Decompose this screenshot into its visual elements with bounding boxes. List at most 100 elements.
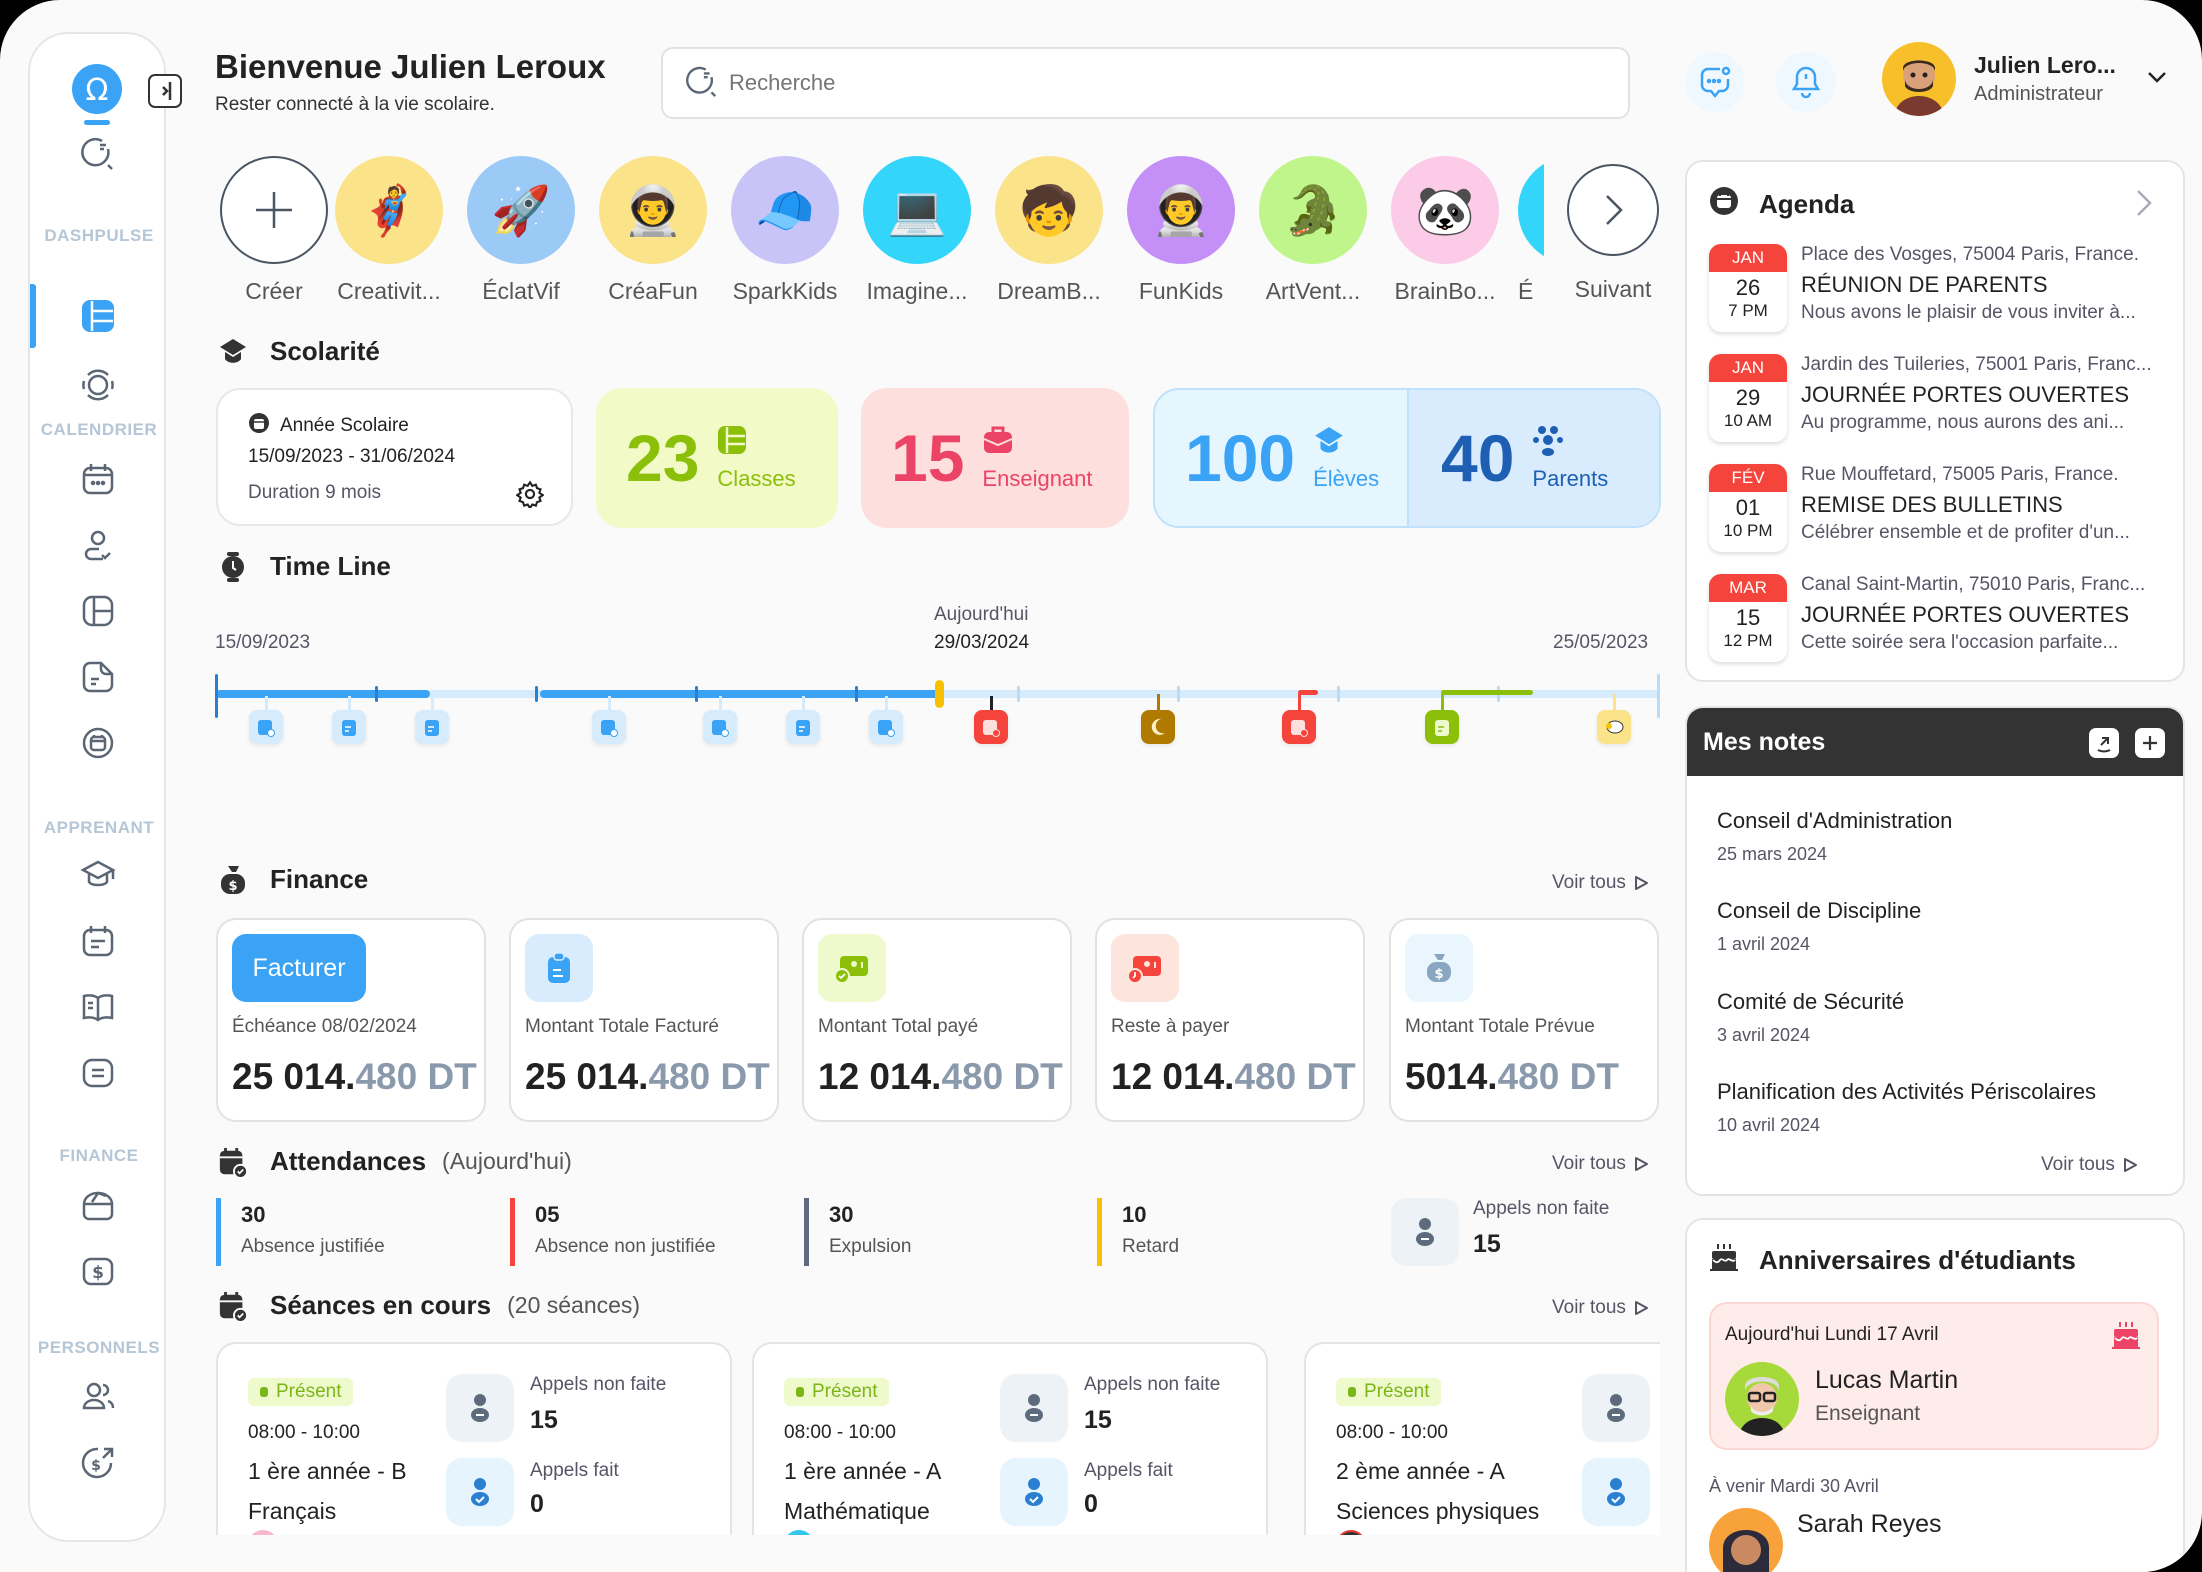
today-birthday-card[interactable]: Aujourd'hui Lundi 17 Avril Lucas Martin … xyxy=(1709,1302,2159,1450)
session-card[interactable]: Présent 08:00 - 10:00 2 ème année - A Sc… xyxy=(1304,1342,1660,1535)
note-title: Planification des Activités Périscolaire… xyxy=(1717,1079,2097,1104)
wallet-icon[interactable] xyxy=(77,1184,119,1226)
seances-voir-tous-link[interactable]: Voir tous xyxy=(1552,1297,1650,1319)
story-item[interactable]: 💻 Imagine... xyxy=(858,156,976,305)
story-item[interactable]: 🦸 Creativit... xyxy=(330,156,448,305)
event-clipboard-icon[interactable] xyxy=(415,710,449,744)
link-label: Voir tous xyxy=(2041,1154,2115,1175)
play-icon xyxy=(1634,1301,1648,1315)
search-icon[interactable] xyxy=(77,132,119,174)
layout-icon[interactable] xyxy=(77,590,119,632)
students-stat[interactable]: 100 Élèves xyxy=(1155,390,1407,526)
session-time: 08:00 - 10:00 xyxy=(248,1422,360,1443)
calendar-icon xyxy=(1709,186,1739,223)
create-story-button[interactable]: Créer xyxy=(215,156,333,305)
sidebar-toggle-button[interactable] xyxy=(148,74,182,108)
finance-voir-tous-link[interactable]: Voir tous xyxy=(1552,872,1650,894)
salary-icon[interactable]: $ xyxy=(77,1442,119,1484)
session-card[interactable]: Présent 08:00 - 10:00 1 ère année - A Ma… xyxy=(752,1342,1268,1535)
chevron-right-icon[interactable] xyxy=(2135,188,2153,223)
list-icon[interactable] xyxy=(77,1052,119,1094)
classes-stat[interactable]: 23 Classes xyxy=(596,388,838,528)
note-item[interactable]: Conseil de Discipline 1 avril 2024 xyxy=(1717,898,1921,955)
schedule-icon[interactable] xyxy=(77,920,119,962)
section-title: Mes notes xyxy=(1703,727,1826,756)
attendance-stat[interactable]: 30 Expulsion xyxy=(804,1198,911,1266)
event-calendar-icon[interactable] xyxy=(974,710,1008,744)
attendances-voir-tous-link[interactable]: Voir tous xyxy=(1552,1153,1650,1175)
event-calendar-icon[interactable] xyxy=(703,710,737,744)
add-note-button[interactable] xyxy=(2135,728,2165,758)
event-calendar-icon[interactable] xyxy=(592,710,626,744)
dollar-icon[interactable]: $ xyxy=(77,1250,119,1292)
event-clipboard-icon[interactable] xyxy=(1425,710,1459,744)
story-label: Imagine... xyxy=(866,278,968,304)
agenda-item[interactable]: MAR 15 12 PM Canal Saint-Martin, 75010 Par… xyxy=(1709,574,2169,666)
event-calendar-icon[interactable] xyxy=(1282,710,1316,744)
agenda-panel: Agenda JAN 26 7 PM Place des Vosges, 75004… xyxy=(1685,160,2185,682)
attendance-stat[interactable]: 05 Absence non justifiée xyxy=(510,1198,716,1266)
story-item[interactable]: 🧒 DreamB... xyxy=(990,156,1108,305)
parents-stat[interactable]: 40 Parents xyxy=(1407,390,1659,526)
planner-icon[interactable] xyxy=(77,722,119,764)
sidebar-section-dashpulse: DASHPULSE xyxy=(44,226,154,245)
users-icon[interactable] xyxy=(77,1376,119,1418)
next-stories-button[interactable]: Suivant xyxy=(1554,156,1672,303)
graduation-cap-icon[interactable] xyxy=(77,854,119,896)
section-subtitle: (20 séances) xyxy=(507,1292,641,1318)
story-item[interactable]: 🐼 BrainBo... xyxy=(1386,156,1504,305)
stat-value: 15 xyxy=(891,421,965,495)
event-mosque-icon[interactable] xyxy=(1141,710,1175,744)
note-item[interactable]: Conseil d'Administration 25 mars 2024 xyxy=(1717,808,1952,865)
finance-label: Montant Totale Prévue xyxy=(1405,1016,1595,1037)
agenda-item[interactable]: JAN 26 7 PM Place des Vosges, 75004 Paris,… xyxy=(1709,244,2169,336)
export-notes-button[interactable] xyxy=(2089,728,2119,758)
stat-value: 23 xyxy=(626,421,700,495)
note-icon[interactable] xyxy=(77,656,119,698)
story-item[interactable]: É xyxy=(1518,156,1544,305)
notifications-button[interactable] xyxy=(1776,52,1836,112)
book-icon[interactable] xyxy=(77,986,119,1028)
user-menu[interactable]: Julien Lero... Administrateur xyxy=(1882,42,2168,116)
classes-icon xyxy=(717,425,747,459)
story-item[interactable]: 👨‍🚀 FunKids xyxy=(1122,156,1240,305)
finance-label: Montant Totale Facturé xyxy=(525,1016,719,1037)
story-item[interactable]: 🧢 SparkKids xyxy=(726,156,844,305)
teachers-stat[interactable]: 15 Enseignant xyxy=(861,388,1129,528)
story-item[interactable]: 🚀 ÉclatVif xyxy=(462,156,580,305)
session-card[interactable]: Présent 08:00 - 10:00 1 ère année - B Fr… xyxy=(216,1342,732,1535)
event-calendar-icon[interactable] xyxy=(249,710,283,744)
story-item[interactable]: 👨‍🚀 CréaFun xyxy=(594,156,712,305)
calendar-icon[interactable] xyxy=(77,458,119,500)
dashboard-icon[interactable] xyxy=(77,295,119,337)
chevron-down-icon[interactable] xyxy=(2146,70,2168,89)
section-title: Finance xyxy=(270,864,369,894)
agenda-item[interactable]: JAN 29 10 AM Jardin des Tuileries, 75001 P… xyxy=(1709,354,2169,446)
note-item[interactable]: Comité de Sécurité 3 avril 2024 xyxy=(1717,989,1904,1046)
event-clipboard-icon[interactable] xyxy=(786,710,820,744)
attendance-label: Expulsion xyxy=(829,1236,912,1257)
user-check-icon[interactable] xyxy=(77,524,119,566)
radar-icon[interactable] xyxy=(77,364,119,406)
event-clipboard-icon[interactable] xyxy=(332,710,366,744)
section-title: Séances en cours xyxy=(270,1290,492,1320)
attendance-stat[interactable]: 10 Retard xyxy=(1097,1198,1179,1266)
search-bar[interactable] xyxy=(661,47,1630,119)
event-sheep-icon[interactable] xyxy=(1597,710,1631,744)
story-item[interactable]: 🐊 ArtVent... xyxy=(1254,156,1372,305)
attendance-stat[interactable]: 30 Absence justifiée xyxy=(216,1198,385,1266)
app-logo-icon[interactable]: Ω xyxy=(72,64,122,128)
event-calendar-icon[interactable] xyxy=(869,710,903,744)
teacher-avatar xyxy=(1336,1530,1366,1535)
active-indicator xyxy=(30,284,36,348)
messages-button[interactable] xyxy=(1685,52,1745,112)
gear-icon[interactable] xyxy=(515,480,545,513)
search-input[interactable] xyxy=(729,70,1529,96)
agenda-item[interactable]: FÉV 01 10 PM Rue Mouffetard, 75005 Paris, … xyxy=(1709,464,2169,556)
person-name: Sarah Reyes xyxy=(1797,1510,1942,1538)
notes-voir-tous-link[interactable]: Voir tous xyxy=(2041,1154,2139,1176)
note-item[interactable]: Planification des Activités Périscolaire… xyxy=(1717,1079,2096,1136)
money-clock-icon xyxy=(1111,934,1179,1002)
attendance-value: 10 xyxy=(1122,1202,1147,1227)
facturer-button[interactable]: Facturer xyxy=(232,934,366,1002)
